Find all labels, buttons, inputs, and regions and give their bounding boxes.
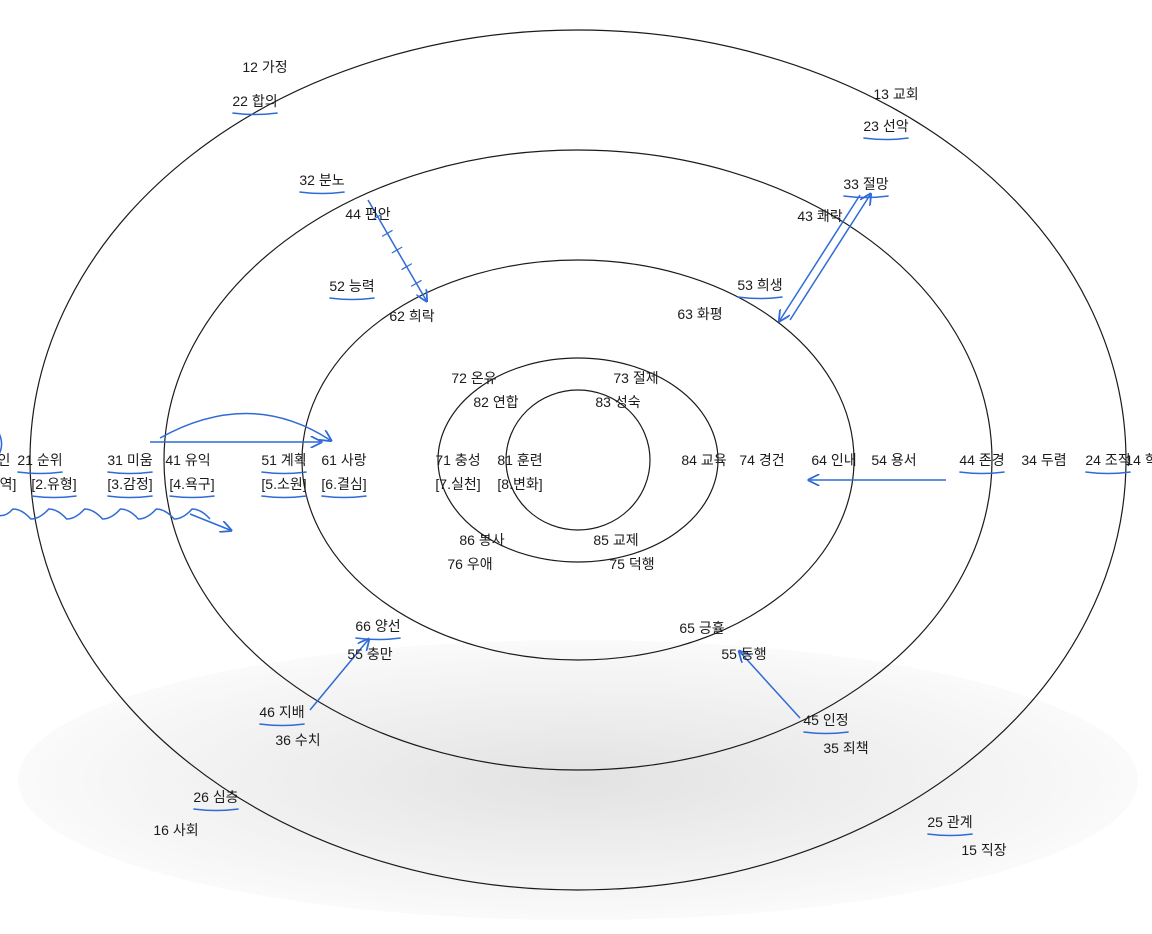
bottom-shadow bbox=[18, 640, 1138, 920]
l26: 26 심층 bbox=[193, 787, 238, 807]
l51: 51 계획 bbox=[261, 450, 306, 470]
diagram-stage: 12 가정 22 합의 13 교회 23 선악 32 분노44 편안 33 절망43 쾌락… bbox=[0, 0, 1152, 934]
l85: 85 교제 bbox=[593, 530, 638, 550]
l76: 76 우애 bbox=[447, 554, 492, 574]
l81: 81 훈련 bbox=[497, 450, 542, 470]
l14: 14 학교 bbox=[1125, 450, 1152, 470]
l86: 86 봉사 bbox=[459, 530, 504, 550]
l55a: 55 충만 bbox=[347, 644, 392, 664]
l74: 74 경건 bbox=[739, 450, 784, 470]
b4-underline bbox=[169, 496, 214, 498]
l35: 35 죄책 bbox=[823, 738, 868, 758]
l23-underline bbox=[863, 138, 908, 140]
l33-underline bbox=[843, 196, 888, 198]
l13: 13 교회 bbox=[873, 84, 918, 104]
wavy-branch-arrow bbox=[190, 514, 230, 530]
l84: 84 교육 bbox=[681, 450, 726, 470]
l61: 61 사랑 bbox=[321, 450, 366, 470]
l66: 66 양선 bbox=[355, 616, 400, 636]
l71: 71 충성 bbox=[435, 450, 480, 470]
l44a: 44 편안 bbox=[345, 204, 390, 224]
l16: 16 사회 bbox=[153, 820, 198, 840]
l73: 73 절제 bbox=[613, 368, 658, 388]
l22: 22 합의 bbox=[232, 91, 277, 111]
l75: 75 덕행 bbox=[609, 554, 654, 574]
l22-underline bbox=[232, 113, 277, 115]
l46: 46 지배 bbox=[259, 702, 304, 722]
l24-underline bbox=[1085, 472, 1130, 474]
b3-underline bbox=[107, 496, 152, 498]
l64: 64 인내 bbox=[811, 450, 856, 470]
l44b: 44 존경 bbox=[959, 450, 1004, 470]
shadow bbox=[18, 640, 1138, 920]
b2-underline bbox=[31, 496, 76, 498]
l23: 23 선악 bbox=[863, 116, 908, 136]
arrow-top-left-tick-3 bbox=[392, 247, 402, 253]
b2: [2.유형] bbox=[31, 474, 76, 494]
l54: 54 용서 bbox=[871, 450, 916, 470]
l21: 21 순위 bbox=[17, 450, 62, 470]
l83: 83 성숙 bbox=[595, 392, 640, 412]
l25: 25 관계 bbox=[927, 812, 972, 832]
l34: 34 두렴 bbox=[1021, 450, 1066, 470]
l53-underline bbox=[737, 297, 782, 299]
arrow-top-left-tick-2 bbox=[382, 230, 392, 236]
l66-underline bbox=[355, 638, 400, 640]
l32-underline bbox=[299, 192, 344, 194]
arrow-top-left-tick-4 bbox=[401, 264, 411, 270]
b6-underline bbox=[321, 496, 366, 498]
l33: 33 절망 bbox=[843, 174, 888, 194]
b3: [3.감정] bbox=[107, 474, 152, 494]
l44b-underline bbox=[959, 472, 1004, 474]
l24: 24 조직 bbox=[1085, 450, 1130, 470]
l65: 65 긍휼 bbox=[679, 618, 724, 638]
l62: 62 희락 bbox=[389, 306, 434, 326]
l43: 43 쾌락 bbox=[797, 206, 842, 226]
l41: 41 유익 bbox=[165, 450, 210, 470]
l52: 52 능력 bbox=[329, 276, 374, 296]
l53: 53 희생 bbox=[737, 275, 782, 295]
l55b: 55 동행 bbox=[721, 644, 766, 664]
l63: 63 화평 bbox=[677, 304, 722, 324]
l15: 15 직장 bbox=[961, 840, 1006, 860]
l52-underline bbox=[329, 298, 374, 300]
l36: 36 수치 bbox=[275, 730, 320, 750]
l82: 82 연합 bbox=[473, 392, 518, 412]
b4: [4.욕구] bbox=[169, 474, 214, 494]
b-yeok: 역] bbox=[0, 474, 16, 494]
l31: 31 미움 bbox=[107, 450, 152, 470]
b8: [8.변화] bbox=[497, 474, 542, 494]
arrow-top-left-tick-5 bbox=[411, 280, 421, 286]
b6: [6.결심] bbox=[321, 474, 366, 494]
wavy-left bbox=[0, 509, 210, 519]
l12: 12 가정 bbox=[242, 57, 287, 77]
l72: 72 온유 bbox=[451, 368, 496, 388]
l32: 32 분노 bbox=[299, 170, 344, 190]
b5: [5.소원] bbox=[261, 474, 306, 494]
b5-underline bbox=[261, 496, 306, 498]
l45: 45 인정 bbox=[803, 710, 848, 730]
lPrefix: 인 bbox=[0, 450, 10, 470]
b7: [7.실천] bbox=[435, 474, 480, 494]
